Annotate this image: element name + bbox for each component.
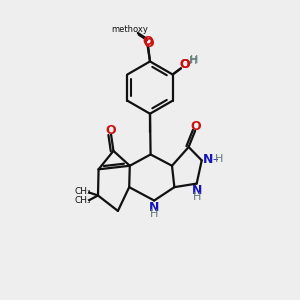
Text: O: O bbox=[179, 58, 190, 71]
Text: N: N bbox=[148, 201, 159, 214]
Text: O: O bbox=[105, 124, 116, 137]
Text: O: O bbox=[190, 120, 201, 133]
Text: –: – bbox=[213, 154, 218, 164]
Text: H: H bbox=[149, 209, 158, 219]
Text: H: H bbox=[215, 154, 224, 164]
Text: N: N bbox=[203, 153, 213, 166]
Text: N: N bbox=[192, 184, 202, 196]
Text: O: O bbox=[143, 37, 154, 50]
Text: H: H bbox=[193, 192, 201, 202]
Text: CH₃: CH₃ bbox=[74, 196, 91, 205]
Text: methoxy: methoxy bbox=[111, 25, 148, 34]
Text: H: H bbox=[189, 56, 197, 66]
Text: H: H bbox=[190, 55, 198, 65]
Text: CH₃: CH₃ bbox=[74, 188, 91, 196]
Text: O: O bbox=[142, 35, 153, 48]
Text: O: O bbox=[179, 58, 190, 71]
